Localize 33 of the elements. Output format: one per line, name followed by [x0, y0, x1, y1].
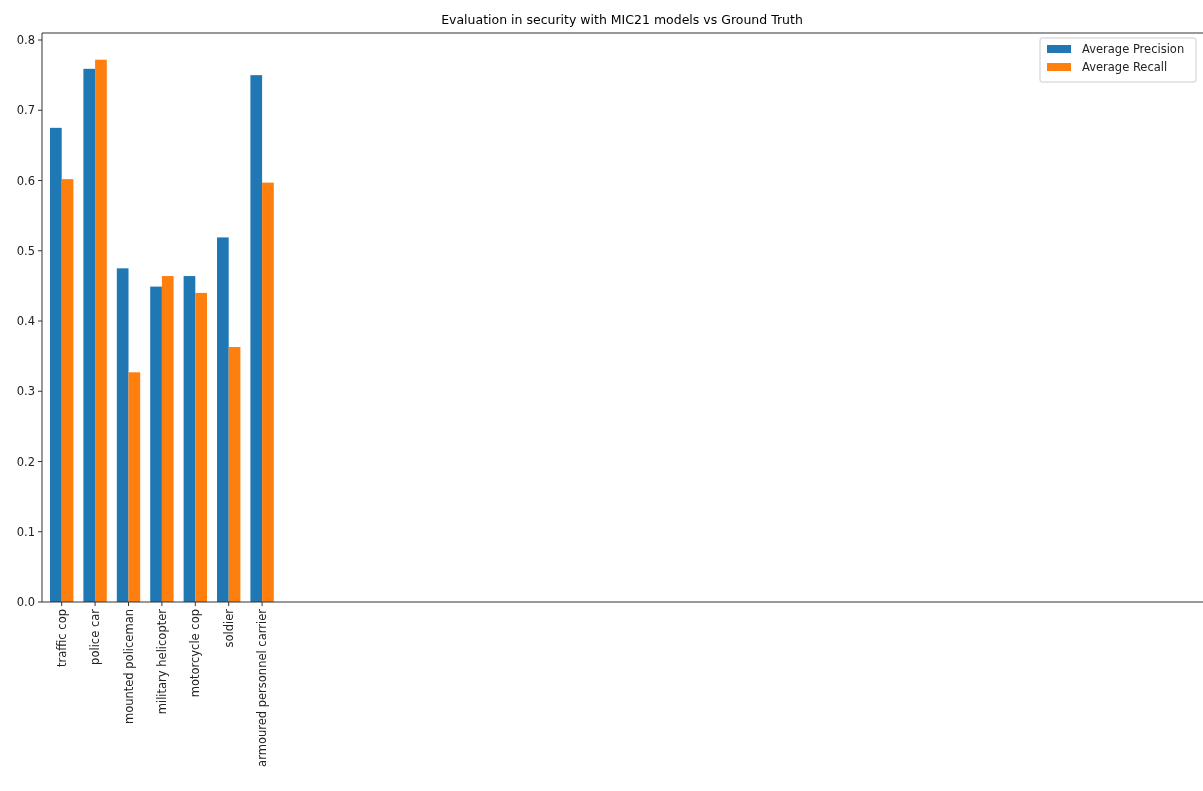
- y-tick-label: 0.1: [16, 524, 35, 539]
- bar: [50, 127, 62, 602]
- y-tick-label: 0.5: [16, 243, 35, 258]
- y-tick-label: 0.4: [16, 314, 35, 329]
- bar: [83, 68, 96, 602]
- bar: [161, 276, 174, 602]
- y-tick-label: 0.2: [16, 454, 35, 469]
- bar: [61, 179, 74, 602]
- x-tick-label: armoured personnel carrier: [255, 608, 270, 767]
- bar: [95, 59, 107, 602]
- bar: [150, 286, 162, 602]
- bar: [195, 292, 207, 602]
- x-tick-label: motorcycle cop: [188, 609, 203, 698]
- legend-label: Average Recall: [1082, 60, 1168, 75]
- bar: [183, 276, 196, 602]
- x-tick-label: traffic cop: [54, 609, 69, 668]
- y-tick-label: 0.7: [16, 103, 35, 118]
- bar: [228, 347, 241, 602]
- x-tick-label: police car: [88, 608, 103, 665]
- x-tick-label: soldier: [221, 608, 236, 648]
- y-tick-label: 0.6: [16, 173, 35, 188]
- bar: [128, 372, 141, 602]
- bar: [250, 75, 263, 602]
- y-tick-label: 0.8: [16, 33, 35, 48]
- text: Evaluation in security with MIC21 models vs Ground Truth: [441, 12, 803, 27]
- bar: [116, 268, 129, 602]
- x-tick-label: military helicopter: [154, 608, 169, 715]
- bar: [217, 237, 229, 602]
- legend-label: Average Precision: [1082, 42, 1185, 57]
- x-tick-label: mounted policeman: [121, 609, 136, 725]
- bar: [262, 182, 274, 602]
- y-tick-label: 0.0: [16, 595, 35, 610]
- y-tick-label: 0.3: [16, 384, 35, 399]
